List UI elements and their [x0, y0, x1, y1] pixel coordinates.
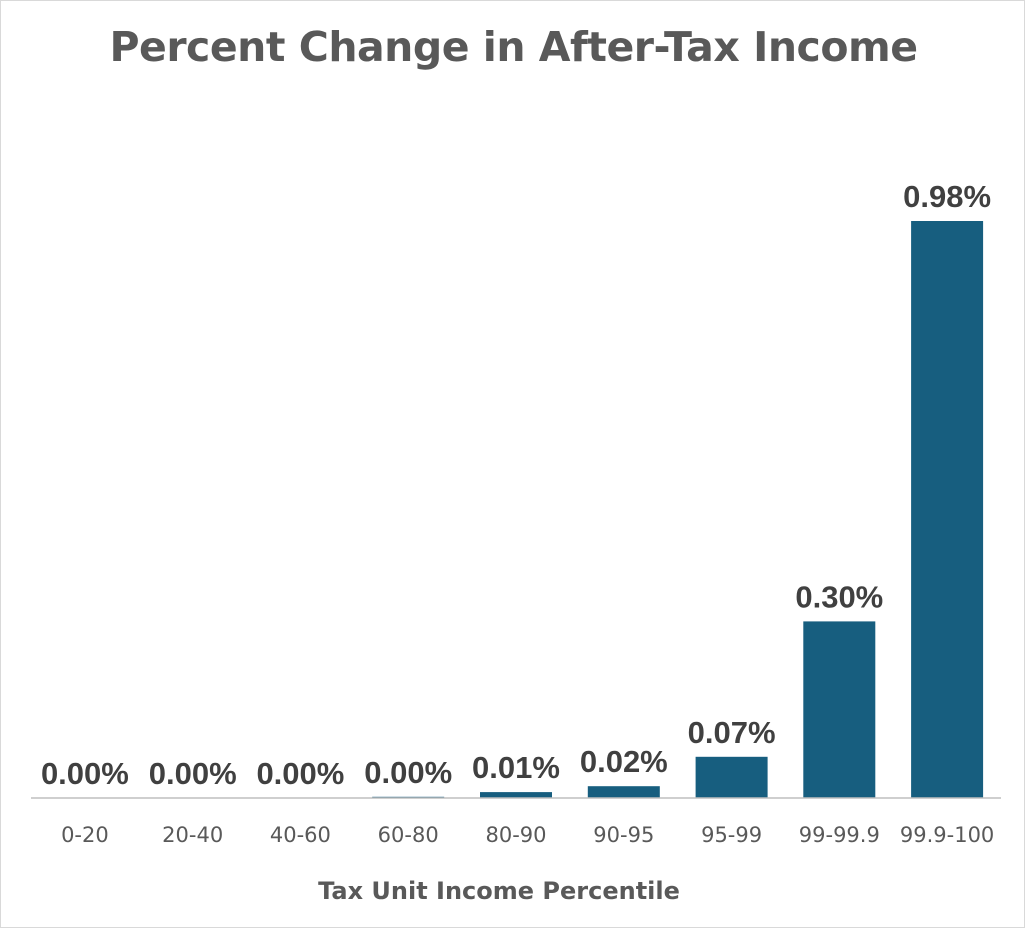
data-label-40-60: 0.00%: [256, 756, 344, 791]
bars-layer: [372, 221, 984, 798]
x-tick-label-80-90: 80-90: [485, 823, 546, 847]
data-label-95-99: 0.07%: [688, 715, 776, 750]
x-tick-label-60-80: 60-80: [378, 823, 439, 847]
data-labels-layer: 0.00% 0.00% 0.00% 0.00% 0.01% 0.02% 0.07% 0.30%…: [41, 179, 991, 791]
x-tick-labels-layer: 0-20 20-40 40-60 60-80 80-90 90-95 95-99 99-99.…: [61, 823, 994, 847]
x-tick-label-90-95: 90-95: [593, 823, 654, 847]
data-label-90-95: 0.02%: [580, 744, 668, 779]
x-tick-label-95-99: 95-99: [701, 823, 762, 847]
chart-title: Percent Change in After-Tax Income: [109, 23, 918, 71]
x-tick-label-99.9-100: 99.9-100: [900, 823, 994, 847]
x-tick-label-0-20: 0-20: [61, 823, 109, 847]
data-label-0-20: 0.00%: [41, 756, 129, 791]
bar-99.9-100: [911, 221, 984, 798]
bar-95-99: [695, 756, 768, 798]
x-tick-label-99-99.9: 99-99.9: [799, 823, 880, 847]
data-label-99-99.9: 0.30%: [795, 579, 883, 614]
bar-99-99.9: [803, 621, 876, 798]
data-label-80-90: 0.01%: [472, 750, 560, 785]
x-axis-title: Tax Unit Income Percentile: [318, 877, 680, 905]
x-tick-label-20-40: 20-40: [162, 823, 223, 847]
data-label-99.9-100: 0.98%: [903, 179, 991, 214]
data-label-20-40: 0.00%: [149, 756, 237, 791]
x-tick-label-40-60: 40-60: [270, 823, 331, 847]
data-label-60-80: 0.00%: [364, 755, 452, 790]
bar-90-95: [587, 786, 660, 798]
bar-80-90: [480, 792, 552, 798]
